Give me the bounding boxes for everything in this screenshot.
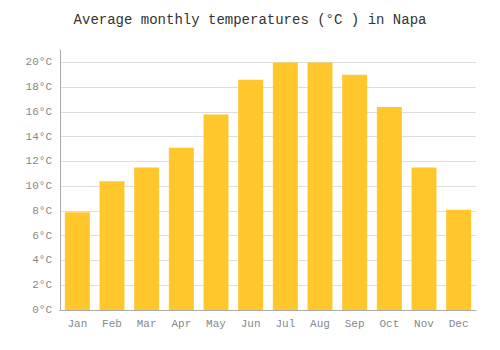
svg-text:Oct: Oct — [379, 318, 399, 330]
svg-text:Sep: Sep — [345, 318, 365, 330]
svg-text:16°C: 16°C — [26, 106, 53, 118]
svg-text:Jul: Jul — [275, 318, 295, 330]
svg-text:Aug: Aug — [310, 318, 330, 330]
svg-text:Nov: Nov — [414, 318, 434, 330]
svg-text:6°C: 6°C — [32, 230, 52, 242]
svg-text:14°C: 14°C — [26, 131, 53, 143]
svg-text:May: May — [206, 318, 226, 330]
svg-text:Mar: Mar — [137, 318, 157, 330]
svg-text:Jun: Jun — [241, 318, 261, 330]
svg-text:Dec: Dec — [449, 318, 469, 330]
svg-text:Average monthly temperatures (: Average monthly temperatures (°C ) in Na… — [74, 12, 427, 28]
svg-text:Jan: Jan — [67, 318, 87, 330]
svg-text:20°C: 20°C — [26, 56, 53, 68]
svg-text:Apr: Apr — [171, 318, 191, 330]
svg-text:0°C: 0°C — [32, 304, 52, 316]
svg-text:8°C: 8°C — [32, 205, 52, 217]
svg-text:2°C: 2°C — [32, 279, 52, 291]
svg-text:12°C: 12°C — [26, 155, 53, 167]
svg-text:Feb: Feb — [102, 318, 122, 330]
svg-text:4°C: 4°C — [32, 254, 52, 266]
svg-text:10°C: 10°C — [26, 180, 53, 192]
svg-text:18°C: 18°C — [26, 81, 53, 93]
